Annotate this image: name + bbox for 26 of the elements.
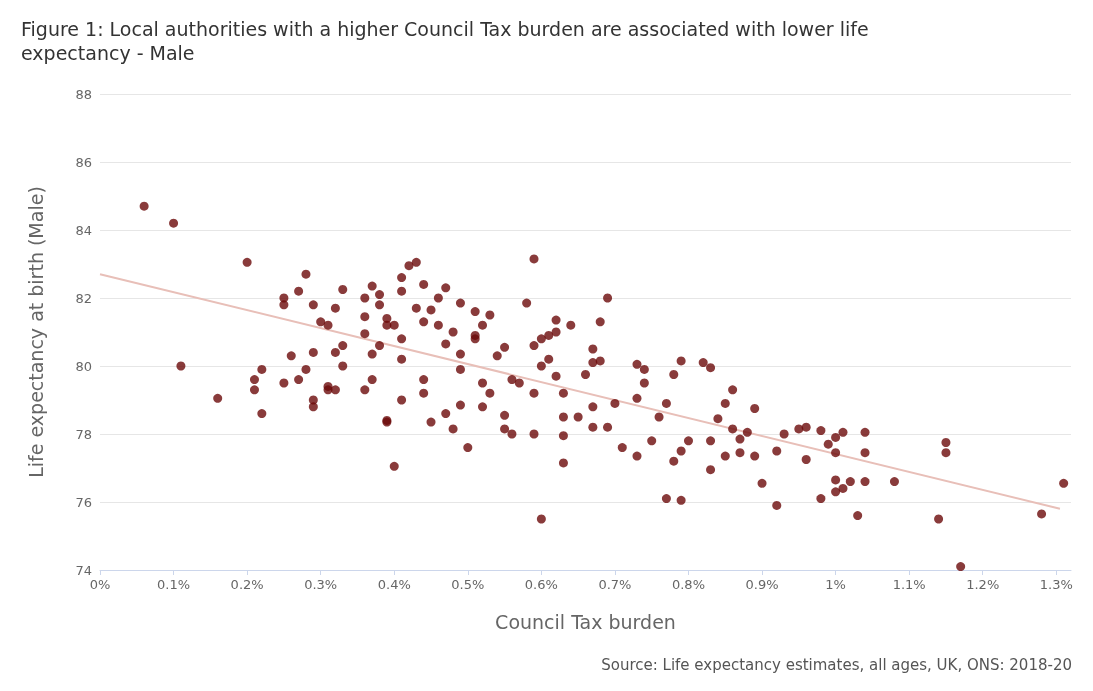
x-tick-label: 0.6% [524,577,558,592]
x-tick-label: 1% [825,577,846,592]
x-tick-label: 0.8% [671,577,705,592]
x-tick-label: 0.1% [157,577,191,592]
chart-title: Figure 1: Local authorities with a higher Council Tax burden are associated with lower life expectancy - Male [21,18,875,64]
x-tick-label: 0.5% [451,577,485,592]
x-axis-title: Council Tax burden [495,610,676,633]
y-tick-label: 86 [75,154,92,170]
y-tick-label: 80 [75,358,92,374]
y-tick-label: 76 [75,494,92,510]
y-tick-label: 74 [75,562,92,578]
x-tick-label: 0.4% [377,577,411,592]
source-note: Source: Life expectancy estimates, all ages, UK, ONS: 2018-20 [601,655,1072,674]
y-tick-label: 82 [75,290,92,306]
y-axis-title: Life expectancy at birth (Male) [24,186,47,478]
x-tick-label: 1.1% [892,577,926,592]
y-tick-label: 88 [75,86,92,102]
x-tick-label: 0.7% [598,577,632,592]
x-tick-label: 0.2% [230,577,264,592]
x-tick-label: 1.3% [1039,577,1073,592]
x-tick-label: 1.2% [966,577,1000,592]
y-tick-label: 84 [75,222,92,238]
x-tick-label: 0.3% [304,577,338,592]
x-tick-label: 0.9% [745,577,779,592]
x-tick-label: 0% [89,577,111,592]
y-tick-label: 78 [75,426,92,442]
